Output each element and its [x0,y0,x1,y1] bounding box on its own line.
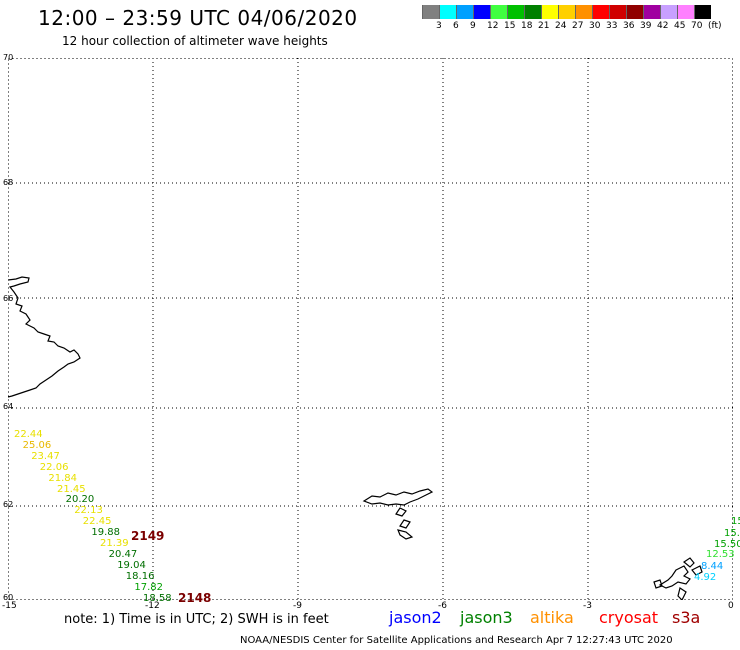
color-scale-label: 39 [640,21,652,31]
wave-height-label: 17.82 [134,581,164,593]
color-swatch [541,5,558,19]
wave-height-label: 21.84 [48,472,78,484]
color-scale-label: 36 [623,21,635,31]
color-swatch [558,5,575,19]
wave-height-label: 15 [731,516,740,527]
color-scale-legend [422,5,711,19]
credit-line: NOAA/NESDIS Center for Satellite Applica… [240,635,673,646]
color-scale-label: 15 [504,21,516,31]
color-swatch [660,5,677,19]
wave-height-label: 8.44 [701,561,724,572]
color-scale-label: 9 [470,21,476,31]
wave-height-label: 22.13 [74,505,103,517]
wave-height-label: 18.16 [125,570,155,582]
color-swatch [473,5,490,19]
wave-height-label: 19.04 [117,559,146,571]
color-swatch [592,5,609,19]
wave-height-label: 19.88 [91,527,121,539]
color-swatch [422,5,439,19]
satellite-jason2: jason2 [389,608,442,627]
lat-label: 60 [3,593,14,602]
lon-label: -6 [438,601,447,611]
color-scale-label: 18 [521,21,533,31]
lat-label: 66 [3,294,14,303]
lon-label: -3 [583,601,592,611]
color-swatch [439,5,456,19]
color-swatch [609,5,626,19]
map-canvas [8,58,733,600]
satellite-cryosat: cryosat [599,608,659,627]
satellite-s3a: s3a [672,608,701,627]
lon-label: -9 [293,601,302,611]
shetland-islands [653,557,703,600]
wave-height-label: 15.50 [714,539,740,550]
color-scale-label: 70 [691,21,703,31]
wave-height-label: 23.47 [31,450,60,462]
page-title: 12:00 – 23:59 UTC 04/06/2020 [38,6,358,30]
wave-height-label: 12.53 [706,549,735,560]
faroe-islands [362,488,434,540]
wave-height-label: 22.06 [39,461,69,473]
page-subtitle: 12 hour collection of altimeter wave hei… [62,34,328,48]
color-scale-label: (ft) [708,21,722,31]
color-scale-label: 12 [487,21,499,31]
lat-label: 68 [3,178,14,187]
color-scale-labels: 3 6 9 12 15 18 21 24 27 30 33 36 39 42 45 70 (ft) [422,21,740,33]
lat-label: 64 [3,402,14,411]
iceland-coastline [8,276,81,398]
track-id-label: 2148 [178,591,212,605]
wave-height-label: 21.39 [100,538,129,549]
lon-label: 0 [728,601,734,611]
map-frame [8,58,733,600]
lon-label: -12 [145,601,160,611]
satellite-altika: altika [530,608,574,627]
color-scale-label: 33 [606,21,618,31]
wave-height-label: 22.44 [14,429,43,440]
wave-height-label: 4.92 [694,572,717,583]
lat-label: 62 [3,500,14,509]
color-swatch [643,5,660,19]
color-swatch [694,5,711,19]
color-swatch [677,5,694,19]
color-scale-label: 42 [657,21,669,31]
color-swatch [507,5,524,19]
graticule [8,58,733,600]
color-scale-label: 21 [538,21,550,31]
satellite-jason3: jason3 [460,608,513,627]
color-swatch [575,5,592,19]
footnote: note: 1) Time is in UTC; 2) SWH is in fe… [64,612,329,627]
color-scale-label: 30 [589,21,601,31]
track-id-label: 2149 [131,529,165,543]
color-scale-label: 24 [555,21,567,31]
color-scale-label: 45 [674,21,686,31]
lat-label: 70 [3,53,14,62]
color-scale-label: 6 [453,21,459,31]
lon-label: -15 [2,601,17,611]
color-scale-label: 27 [572,21,584,31]
color-swatch [456,5,473,19]
wave-height-label: 20.20 [65,494,95,506]
wave-height-label: 25.06 [22,439,52,451]
altimeter-map[interactable] [8,58,733,600]
color-scale-label: 3 [436,21,442,31]
wave-height-label: 18.58 [143,592,172,604]
wave-height-label: 21.45 [57,483,86,495]
wave-height-label: 15. [724,528,740,539]
color-swatch [490,5,507,19]
wave-height-label: 20.47 [108,548,138,560]
color-swatch [626,5,643,19]
color-swatch [524,5,541,19]
wave-height-label: 22.45 [82,516,112,528]
